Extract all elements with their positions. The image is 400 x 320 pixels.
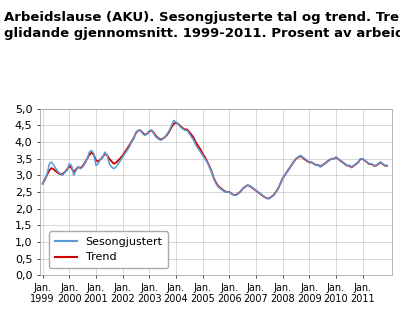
Text: Arbeidslause (AKU). Sesongjusterte tal og trend. Tremånaders
glidande gjennomsni: Arbeidslause (AKU). Sesongjusterte tal o… xyxy=(4,10,400,40)
Legend: Sesongjustert, Trend: Sesongjustert, Trend xyxy=(49,231,168,268)
